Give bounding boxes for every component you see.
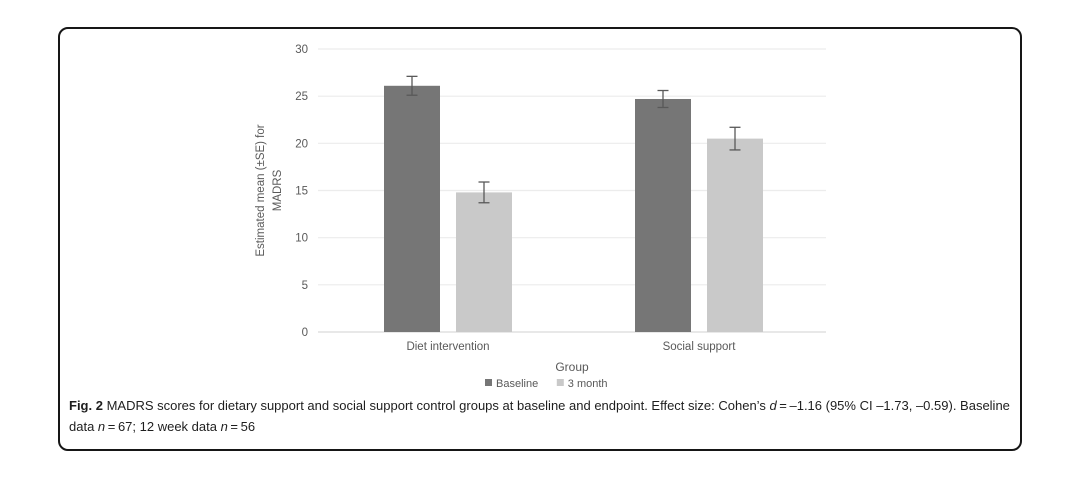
- y-tick-label: 30: [295, 44, 308, 56]
- bar: [384, 85, 440, 332]
- y-axis-title-line1: Estimated mean (±SE) for: [255, 124, 267, 256]
- bar: [456, 192, 512, 332]
- y-tick-label: 20: [295, 138, 308, 150]
- y-tick-label: 5: [302, 280, 308, 292]
- legend-label: Baseline: [496, 378, 538, 390]
- bar: [635, 98, 691, 332]
- y-tick-label: 10: [295, 233, 308, 245]
- figure-caption-text: MADRS scores for dietary support and soc…: [69, 398, 1010, 434]
- figure-panel: 0 5 10 15 20 25 30 Estimated mean (±SE) for MADR…: [58, 27, 1022, 451]
- x-tick-label: Diet intervention: [406, 341, 489, 353]
- madrs-bar-chart: 0 5 10 15 20 25 30 Estimated mean (±SE) for MADR…: [255, 44, 826, 390]
- x-axis-title: Group: [555, 360, 589, 374]
- y-axis-title-line2: MADRS: [272, 169, 284, 211]
- legend-label: 3 month: [568, 378, 608, 390]
- figure-caption-label: Fig. 2: [69, 398, 103, 413]
- legend-swatch: [556, 379, 564, 386]
- bar: [707, 138, 763, 332]
- y-tick-label: 15: [295, 186, 308, 198]
- x-tick-label: Social support: [663, 341, 737, 353]
- y-tick-label: 0: [302, 327, 308, 339]
- legend-swatch: [485, 379, 492, 386]
- y-tick-label: 25: [295, 91, 308, 103]
- figure-caption: Fig. 2 MADRS scores for dietary support …: [69, 395, 1011, 437]
